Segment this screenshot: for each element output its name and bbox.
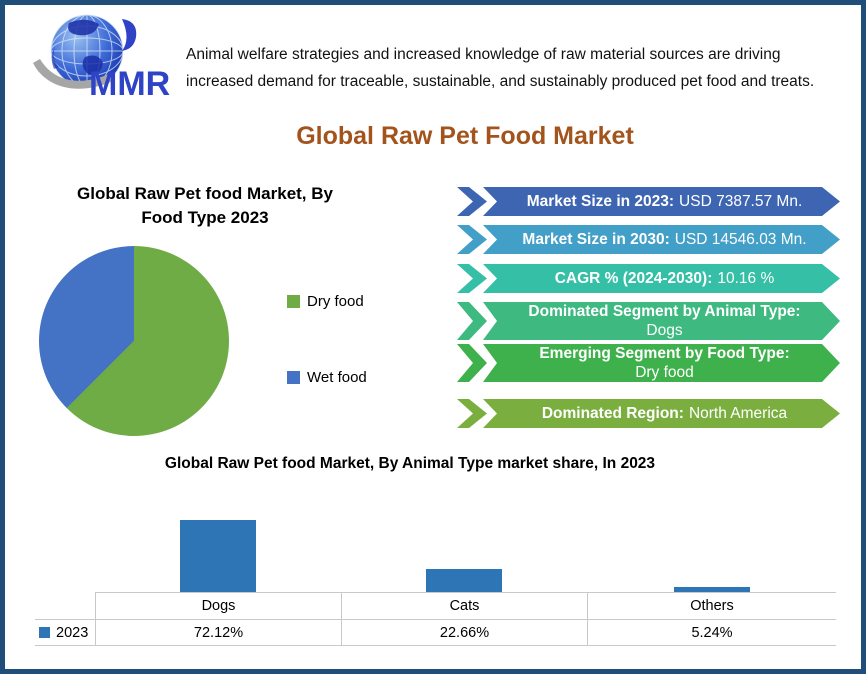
banner-value: USD 7387.57 Mn. <box>679 192 803 210</box>
logo-text: MMR <box>89 65 170 103</box>
legend-label-dry-food: Dry food <box>307 293 364 310</box>
category-header-dogs: Dogs <box>95 592 341 619</box>
banner-dominated-segment: Dominated Segment by Animal Type: Dogs <box>457 302 840 340</box>
chevron-right-icon <box>457 187 487 216</box>
page-title: Global Raw Pet Food Market <box>296 122 634 150</box>
series-legend-2023: 2023 <box>35 619 95 646</box>
comma-icon <box>122 19 137 51</box>
chevron-right-icon <box>457 344 487 382</box>
wet-food-swatch-icon <box>287 371 300 384</box>
banner-value: USD 14546.03 Mn. <box>674 230 807 248</box>
legend-label-wet-food: Wet food <box>307 369 367 386</box>
banner-value: North America <box>688 404 788 422</box>
intro-text: Animal welfare strategies and increased … <box>186 46 815 90</box>
banner-cagr: CAGR % (2024-2030): 10.16 % <box>457 264 840 293</box>
chevron-right-icon <box>457 399 487 428</box>
bar-chart-title: Global Raw Pet food Market, By Animal Ty… <box>164 455 656 472</box>
plot-spacer <box>35 504 95 592</box>
banner-market-size-2030: Market Size in 2030: USD 14546.03 Mn. <box>457 225 840 254</box>
banner-market-size-2023: Market Size in 2023: USD 7387.57 Mn. <box>457 187 840 216</box>
legend-item-dry-food: Dry food <box>287 293 364 310</box>
banner-label: Dominated Region: <box>541 404 684 422</box>
stat-banner-list: Market Size in 2023: USD 7387.57 Mn. Mar… <box>457 187 840 428</box>
bar-dogs <box>180 519 256 592</box>
category-header-cats: Cats <box>341 592 587 619</box>
table-corner-cell <box>35 592 95 619</box>
value-cell-cats: 22.66% <box>341 619 587 646</box>
category-header-others: Others <box>587 592 836 619</box>
chevron-right-icon <box>457 225 487 254</box>
value-cell-others: 5.24% <box>587 619 836 646</box>
chevron-right-icon <box>457 264 487 293</box>
banner-value: 10.16 % <box>717 269 775 287</box>
banner-value: Dogs <box>646 321 683 339</box>
pie-chart <box>39 246 229 436</box>
bar-chart: Dogs Cats Others 2023 72.12% 22.66% 5.24… <box>35 504 836 646</box>
banner-label: Market Size in 2030: <box>522 230 670 248</box>
mmr-logo: MMR <box>33 14 170 103</box>
banner-dominated-region: Dominated Region: North America <box>457 399 840 428</box>
series-legend-label: 2023 <box>56 624 89 641</box>
banner-label: Dominated Segment by Animal Type: <box>528 302 801 320</box>
swoosh-icon <box>33 59 113 89</box>
banner-value: Dry food <box>635 363 694 381</box>
bar-cats <box>426 569 502 592</box>
value-cell-dogs: 72.12% <box>95 619 341 646</box>
chevron-right-icon <box>457 302 487 340</box>
legend-item-wet-food: Wet food <box>287 369 367 386</box>
banner-emerging-segment: Emerging Segment by Food Type: Dry food <box>457 344 840 382</box>
series-swatch-icon <box>39 627 50 638</box>
bar-others <box>673 586 750 592</box>
banner-label: Market Size in 2023: <box>526 192 675 210</box>
banner-label: Emerging Segment by Food Type: <box>539 344 790 362</box>
dry-food-swatch-icon <box>287 295 300 308</box>
banner-label: CAGR % (2024-2030): <box>554 269 713 287</box>
pie-chart-title: Global Raw Pet food Market, By Food Type… <box>77 184 333 227</box>
globe-icon <box>50 14 124 88</box>
